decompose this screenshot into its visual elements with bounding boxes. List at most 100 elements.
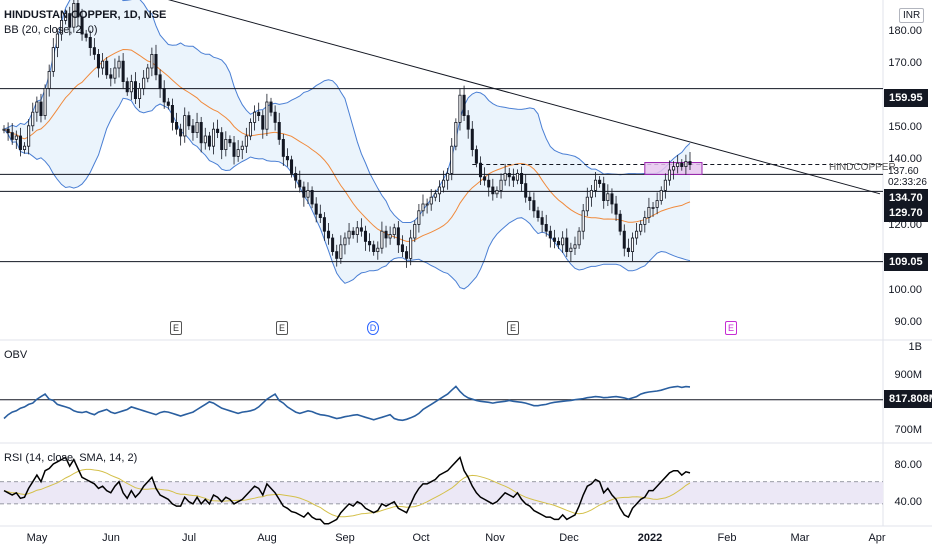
candle-body — [68, 13, 72, 28]
candle-body — [626, 247, 630, 252]
candle — [96, 48, 101, 78]
candle-body — [544, 223, 548, 232]
candle-body — [643, 217, 647, 225]
earnings-marker[interactable]: E — [170, 321, 182, 335]
bb-indicator-label[interactable]: BB (20, close, 2, 0) — [4, 24, 98, 36]
candle — [80, 8, 84, 41]
candle-body — [166, 101, 170, 106]
candle — [224, 131, 228, 157]
candle-body — [676, 162, 680, 167]
candle-body — [257, 111, 261, 116]
candle — [187, 111, 191, 130]
candle-body — [635, 230, 639, 239]
candle-body — [499, 179, 503, 191]
candle — [273, 105, 277, 131]
candle — [113, 58, 117, 84]
candle — [388, 226, 392, 245]
candle-body — [655, 200, 659, 208]
candle-body — [688, 161, 692, 165]
level-label-159-95[interactable]: 159.95 — [884, 89, 928, 107]
candle-body — [684, 161, 688, 167]
level-label-134-70[interactable]: 134.70 — [884, 189, 928, 207]
candle — [499, 173, 503, 199]
candle-body — [380, 230, 384, 249]
candle-body — [372, 244, 376, 253]
candle — [261, 110, 265, 139]
candle — [569, 242, 573, 262]
candle — [175, 112, 179, 135]
candle — [421, 194, 425, 217]
candle — [39, 93, 43, 123]
candle — [64, 9, 68, 25]
candle-body — [573, 244, 577, 249]
dividend-marker[interactable]: D — [367, 321, 379, 335]
candle — [635, 223, 639, 245]
symbol-title[interactable]: HINDUSTAN COPPER, 1D, NSE — [4, 9, 167, 21]
candle — [146, 63, 150, 83]
candle — [203, 127, 207, 150]
candle — [680, 159, 684, 171]
obv-indicator-label[interactable]: OBV — [4, 349, 28, 361]
candle-body — [179, 128, 183, 137]
candle — [573, 236, 577, 255]
candle — [92, 38, 96, 60]
candle — [150, 47, 154, 77]
earnings-marker-upcoming[interactable]: E — [725, 321, 737, 335]
candle-body — [203, 135, 207, 144]
candle-body — [129, 81, 133, 93]
earnings-marker[interactable]: E — [507, 321, 519, 335]
candle — [253, 105, 257, 131]
level-label-109-05[interactable]: 109.05 — [884, 253, 928, 271]
candle — [437, 180, 441, 202]
rsi-pane[interactable] — [0, 455, 883, 525]
candle-body — [273, 111, 277, 123]
candle-body — [454, 122, 458, 147]
candle — [602, 176, 606, 209]
candle-body — [663, 179, 667, 191]
candle — [672, 161, 676, 180]
earnings-marker[interactable]: E — [276, 321, 288, 335]
candle — [515, 169, 519, 185]
candle — [281, 133, 285, 166]
candle-body — [511, 176, 515, 181]
candle-body — [491, 186, 495, 195]
candle — [339, 235, 343, 264]
time-tick: Mar — [790, 532, 810, 544]
candle — [158, 69, 162, 98]
candle — [326, 223, 331, 245]
price-tick: 150.00 — [888, 121, 922, 133]
level-label-129-70[interactable]: 129.70 — [884, 204, 928, 222]
candle — [413, 220, 417, 243]
candle-body — [125, 81, 129, 93]
time-tick: Jul — [181, 532, 197, 544]
candle — [577, 227, 581, 249]
candle — [199, 116, 203, 153]
obv-level-label[interactable]: 817.808M — [884, 390, 932, 408]
time-tick: Oct — [412, 532, 430, 544]
candle — [409, 229, 413, 266]
candle-body — [368, 240, 372, 246]
bb-upper-line — [3, 0, 691, 223]
candle — [540, 210, 544, 233]
candle-body — [347, 230, 351, 239]
candle-body — [667, 169, 671, 181]
rsi-indicator-label[interactable]: RSI (14, close, SMA, 14, 2) — [4, 452, 138, 464]
candle-body — [2, 128, 6, 131]
candle-body — [610, 193, 614, 205]
obv-pane[interactable] — [0, 385, 883, 422]
candle — [27, 119, 31, 155]
candle-body — [64, 13, 68, 21]
candle — [72, 0, 76, 33]
candle — [417, 204, 421, 233]
candle — [248, 118, 252, 141]
candle-body — [96, 54, 101, 69]
price-pane[interactable] — [0, 0, 883, 290]
currency-badge[interactable]: INR — [899, 8, 925, 23]
candle — [244, 127, 248, 153]
candle-body — [396, 227, 400, 246]
time-tick: Apr — [868, 532, 886, 544]
candle-body — [487, 179, 491, 188]
candle — [105, 57, 109, 79]
candle — [310, 186, 314, 209]
